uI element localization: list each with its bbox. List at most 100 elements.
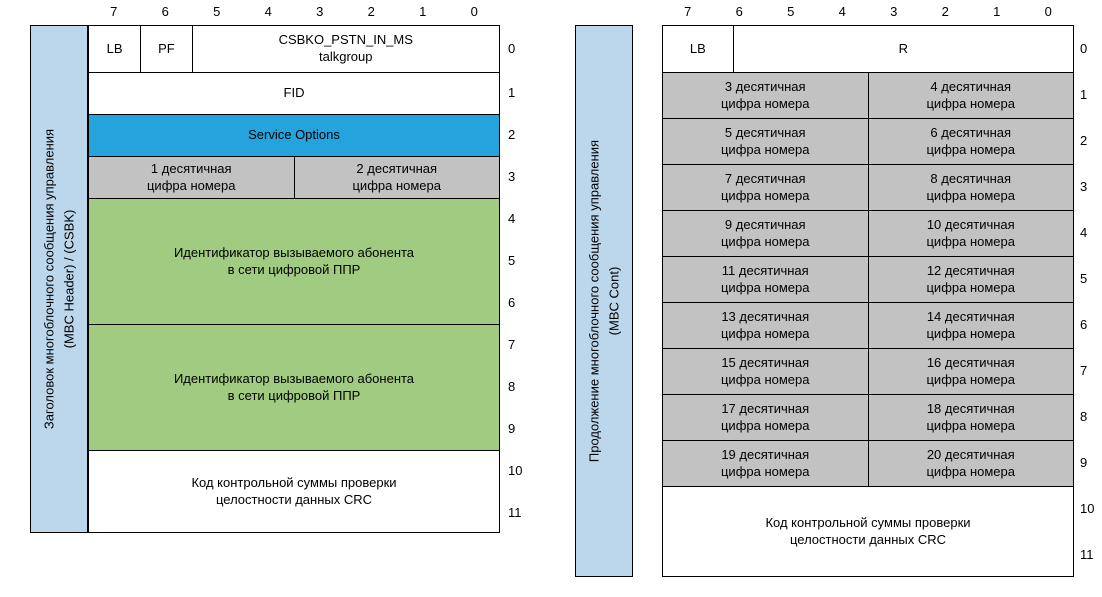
csbko-cell: CSBKO_PSTN_IN_MS talkgroup (191, 26, 500, 72)
cell-line: 17 десятичная (721, 400, 810, 416)
callee-id-block-1: Идентификатор вызываемого абонента в сет… (89, 199, 499, 324)
digit-cell: 17 десятичная цифра номера (663, 395, 868, 440)
byte-offset-label: 5 (1080, 270, 1088, 286)
mbc-header-label-band: Заголовок многоблочного сообщения управл… (30, 25, 88, 533)
pf-cell: PF (140, 26, 191, 72)
byte-offset-label: 3 (1080, 178, 1088, 194)
cell-line: 1 десятичная (150, 160, 232, 176)
bit-label: 4 (838, 4, 846, 19)
cell-line: цифра номера (720, 233, 810, 249)
cell-line: Код контрольной суммы проверки (191, 474, 397, 490)
cell-line: Идентификатор вызываемого абонента (173, 370, 415, 386)
bit-scale-cont: 7 6 5 4 3 2 1 0 (662, 4, 1074, 20)
cell-line: целостности данных CRC (789, 531, 947, 547)
cell-line: 10 десятичная (926, 216, 1015, 232)
cell-line: 7 десятичная (724, 170, 806, 186)
cell-line: цифра номера (926, 233, 1015, 249)
bit-label: 2 (367, 4, 375, 19)
cell-line: 9 десятичная (724, 216, 806, 232)
bit-label: 2 (941, 4, 949, 19)
cell-line: Идентификатор вызываемого абонента (173, 244, 415, 260)
cell-line: цифра номера (720, 187, 810, 203)
mbc-header-label-text: Заголовок многоблочного сообщения управл… (40, 25, 79, 533)
byte-rows-7-9: Идентификатор вызываемого абонента в сет… (89, 324, 499, 450)
digit-cell: 18 десятичная цифра номера (867, 395, 1073, 440)
byte-rows-4-6: Идентификатор вызываемого абонента в сет… (89, 198, 499, 324)
byte-offset-label: 4 (508, 210, 516, 226)
digit-cell: 9 десятичная цифра номера (663, 211, 868, 256)
mbc-cont-label-band: Продолжение многоблочного сообщения упра… (575, 25, 633, 577)
digit-cell-2: 2 десятичная цифра номера (293, 157, 499, 198)
byte-offset-label: 7 (508, 336, 516, 352)
cell-line: целостности данных CRC (215, 491, 373, 507)
byte-row-6: 13 десятичная цифра номера 14 десятичная… (663, 302, 1073, 348)
digit-cell: 19 десятичная цифра номера (663, 441, 868, 486)
byte-offset-label: 9 (1080, 454, 1088, 470)
digit-cell: 20 десятичная цифра номера (867, 441, 1073, 486)
bit-label: 0 (1044, 4, 1052, 19)
cell-line: цифра номера (926, 417, 1015, 433)
byte-offset-label: 1 (1080, 86, 1088, 102)
digit-cell: 5 десятичная цифра номера (663, 119, 868, 164)
cell-line: 14 десятичная (926, 308, 1015, 324)
digit-cell: 13 десятичная цифра номера (663, 303, 868, 348)
bit-label: 7 (684, 4, 692, 19)
bit-label: 5 (213, 4, 221, 19)
cell-line: цифра номера (926, 95, 1015, 111)
byte-row-5: 11 десятичная цифра номера 12 десятичная… (663, 256, 1073, 302)
bit-label: 4 (264, 4, 272, 19)
r-cell: R (732, 26, 1073, 72)
cell-line: 6 десятичная (930, 124, 1012, 140)
mbc-cont-table: LB R 3 десятичная цифра номера 4 десятич… (662, 25, 1074, 577)
byte-offset-label: 9 (508, 420, 516, 436)
cell-line: Код контрольной суммы проверки (765, 514, 971, 530)
cell-line: цифра номера (926, 371, 1015, 387)
cell-line: 19 десятичная (721, 446, 810, 462)
byte-offset-label: 4 (1080, 224, 1088, 240)
fid-cell: FID (283, 85, 305, 101)
cell-line: цифра номера (720, 417, 810, 433)
cell-line: цифра номера (926, 279, 1015, 295)
digit-cell: 8 десятичная цифра номера (867, 165, 1073, 210)
cell-line: цифра номера (720, 325, 810, 341)
cell-line: 8 десятичная (930, 170, 1012, 186)
cell-line: 4 десятичная (930, 78, 1012, 94)
digit-cell: 3 десятичная цифра номера (663, 73, 868, 118)
byte-rows-10-11: Код контрольной суммы проверки целостнос… (663, 486, 1073, 576)
byte-offset-label: 2 (508, 126, 516, 142)
band-line: Заголовок многоблочного сообщения управл… (41, 128, 57, 430)
byte-row-3: 1 десятичная цифра номера 2 десятичная ц… (89, 156, 499, 198)
bit-label: 6 (735, 4, 743, 19)
byte-offset-label: 3 (508, 168, 516, 184)
cell-line: цифра номера (720, 463, 810, 479)
band-line: Продолжение многоблочного сообщения упра… (586, 139, 602, 463)
byte-offset-label: 8 (1080, 408, 1088, 424)
cell-line: цифра номера (720, 279, 810, 295)
bit-label: 3 (316, 4, 324, 19)
byte-row-2: Service Options (89, 114, 499, 156)
bit-label: 7 (110, 4, 118, 19)
byte-row-7: 15 десятичная цифра номера 16 десятичная… (663, 348, 1073, 394)
byte-offset-label: 11 (508, 504, 522, 520)
byte-offset-label: 6 (1080, 316, 1088, 332)
cell-line: CSBKO_PSTN_IN_MS (278, 32, 413, 48)
band-line: (MBC Cont) (606, 266, 621, 336)
cell-line: цифра номера (720, 141, 810, 157)
cell-line: цифра номера (926, 187, 1015, 203)
digit-cell: 6 десятичная цифра номера (867, 119, 1073, 164)
cell-line: в сети цифровой ППР (227, 261, 361, 277)
cell-line: цифра номера (720, 95, 810, 111)
byte-offset-label: 10 (1080, 500, 1095, 516)
byte-row-2: 5 десятичная цифра номера 6 десятичная ц… (663, 118, 1073, 164)
callee-id-block-2: Идентификатор вызываемого абонента в сет… (89, 325, 499, 450)
digit-cell: 15 десятичная цифра номера (663, 349, 868, 394)
byte-row-0: LB R (663, 26, 1073, 72)
bit-label: 3 (890, 4, 898, 19)
byte-row-9: 19 десятичная цифра номера 20 десятичная… (663, 440, 1073, 486)
cell-line: 18 десятичная (926, 400, 1015, 416)
byte-offset-label: 0 (508, 40, 516, 56)
digit-cell: 16 десятичная цифра номера (867, 349, 1073, 394)
cell-line: 13 десятичная (721, 308, 810, 324)
cell-line: 12 десятичная (926, 262, 1015, 278)
